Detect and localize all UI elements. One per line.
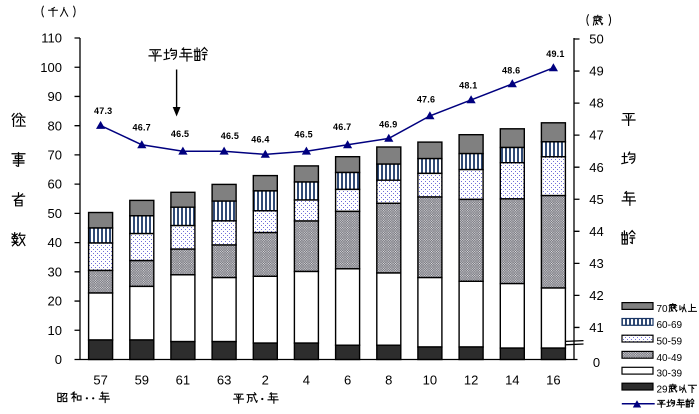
svg-text:20: 20: [48, 294, 62, 309]
svg-text:40: 40: [48, 235, 62, 250]
svg-text:8: 8: [385, 372, 392, 387]
svg-text:48: 48: [589, 96, 603, 111]
svg-text:46.5: 46.5: [171, 129, 189, 139]
svg-text:46: 46: [589, 160, 603, 175]
svg-text:48.6: 48.6: [502, 66, 520, 76]
svg-text:0: 0: [593, 355, 600, 370]
svg-text:46.5: 46.5: [295, 130, 313, 140]
svg-text:50: 50: [48, 206, 62, 221]
svg-text:47.6: 47.6: [417, 95, 435, 105]
svg-text:48.1: 48.1: [459, 81, 477, 91]
svg-text:42: 42: [589, 288, 603, 303]
svg-text:2: 2: [262, 372, 269, 387]
svg-text:45: 45: [589, 192, 603, 207]
svg-text:46.7: 46.7: [133, 123, 151, 133]
svg-text:41: 41: [589, 320, 603, 335]
svg-text:10: 10: [423, 372, 437, 387]
svg-text:110: 110: [41, 31, 62, 46]
svg-text:60-69: 60-69: [657, 320, 683, 331]
svg-text:29: 29: [657, 385, 669, 396]
svg-text:12: 12: [464, 372, 478, 387]
svg-text:46.9: 46.9: [379, 119, 397, 129]
svg-text:60: 60: [48, 177, 62, 192]
svg-text:63: 63: [217, 372, 231, 387]
svg-text:70: 70: [48, 148, 62, 163]
svg-text:90: 90: [48, 89, 62, 104]
svg-text:4: 4: [303, 372, 310, 387]
svg-text:0: 0: [55, 352, 62, 367]
svg-text:47: 47: [589, 128, 603, 143]
svg-text:30-39: 30-39: [657, 369, 683, 380]
svg-text:30: 30: [48, 264, 62, 279]
svg-text:47.3: 47.3: [94, 106, 112, 116]
svg-text:49.1: 49.1: [546, 49, 564, 59]
svg-text:6: 6: [344, 372, 351, 387]
svg-text:46.4: 46.4: [251, 134, 269, 144]
svg-text:40-49: 40-49: [657, 353, 683, 364]
svg-text:70: 70: [657, 304, 669, 315]
svg-text:43: 43: [589, 256, 603, 271]
svg-text:50: 50: [589, 32, 603, 47]
svg-text:10: 10: [48, 323, 62, 338]
svg-text:46.5: 46.5: [221, 131, 239, 141]
svg-text:16: 16: [546, 372, 560, 387]
svg-text:50-59: 50-59: [657, 337, 683, 348]
svg-text:49: 49: [589, 64, 603, 79]
svg-text:80: 80: [48, 118, 62, 133]
svg-text:61: 61: [176, 372, 190, 387]
svg-text:59: 59: [135, 372, 149, 387]
svg-text:14: 14: [505, 372, 519, 387]
svg-text:44: 44: [589, 224, 603, 239]
svg-text:46.7: 46.7: [333, 122, 351, 132]
svg-text:57: 57: [93, 372, 107, 387]
svg-text:100: 100: [40, 60, 62, 75]
